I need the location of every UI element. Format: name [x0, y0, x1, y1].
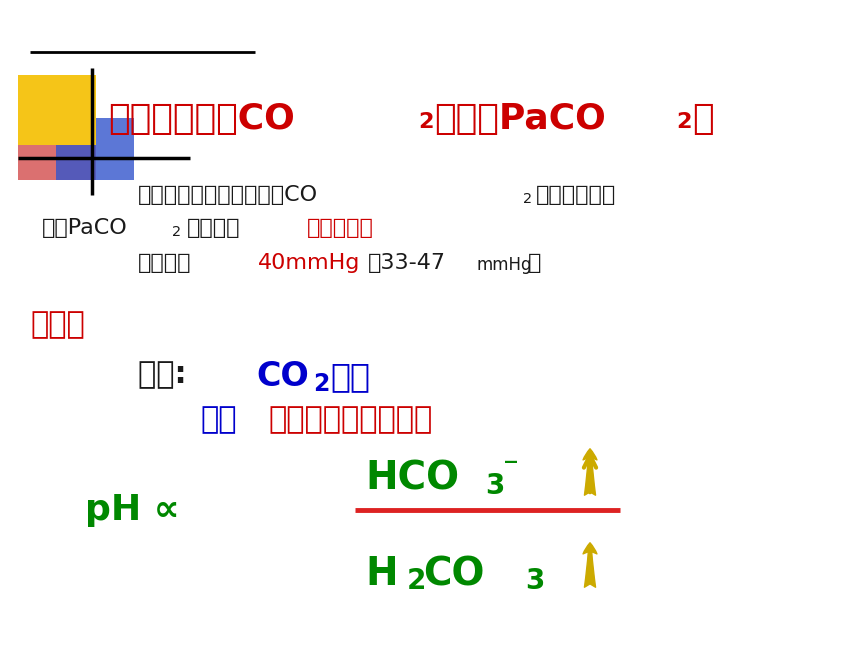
- Text: 分子产生的张: 分子产生的张: [536, 185, 617, 205]
- Text: H: H: [365, 555, 397, 593]
- Text: 见于: 见于: [200, 405, 237, 434]
- Text: 呼吸性因素: 呼吸性因素: [307, 218, 374, 238]
- Text: 40mmHg: 40mmHg: [258, 253, 360, 273]
- Text: ）。反映: ）。反映: [187, 218, 241, 238]
- Text: 分压（PaCO: 分压（PaCO: [434, 102, 606, 136]
- Text: mmHg: mmHg: [476, 256, 531, 274]
- Text: CO: CO: [423, 555, 484, 593]
- Text: 2: 2: [313, 372, 329, 396]
- Text: 正常值：: 正常值：: [138, 253, 192, 273]
- Bar: [18, 118, 96, 180]
- Text: ⁻: ⁻: [503, 455, 519, 484]
- Text: 血浆中呈物理溶解状态的CO: 血浆中呈物理溶解状态的CO: [138, 185, 318, 205]
- Text: 力（PaCO: 力（PaCO: [42, 218, 128, 238]
- Text: （二）动脉血CO: （二）动脉血CO: [108, 102, 295, 136]
- Text: CO: CO: [256, 360, 309, 393]
- Text: 2: 2: [523, 192, 532, 206]
- Text: ）: ）: [692, 102, 714, 136]
- Text: 2: 2: [172, 225, 181, 239]
- Text: （33-47: （33-47: [368, 253, 446, 273]
- Bar: [18, 75, 96, 145]
- Text: 3: 3: [485, 472, 504, 500]
- Text: pH ∝: pH ∝: [85, 493, 180, 527]
- Text: 2: 2: [407, 567, 427, 595]
- Text: 意义：: 意义：: [30, 310, 85, 339]
- Text: 3: 3: [525, 567, 544, 595]
- Text: 增高:: 增高:: [138, 360, 197, 389]
- Text: 呼酸或代偿后的代碱: 呼酸或代偿后的代碱: [268, 405, 433, 434]
- Text: 潴留: 潴留: [330, 360, 370, 393]
- Text: ）: ）: [528, 253, 542, 273]
- Bar: [56, 118, 134, 180]
- Text: HCO: HCO: [365, 460, 459, 498]
- Text: 2: 2: [676, 112, 691, 132]
- Text: 2: 2: [418, 112, 433, 132]
